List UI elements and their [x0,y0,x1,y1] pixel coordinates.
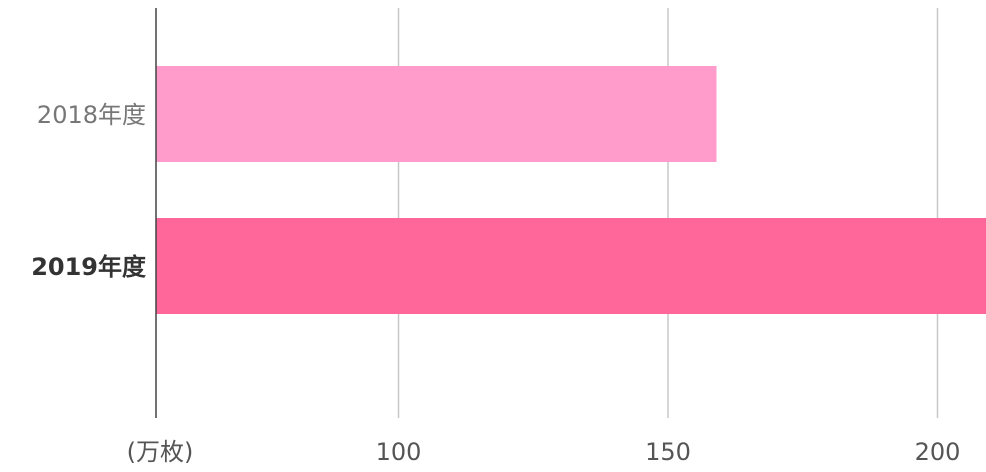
bar-1 [156,218,986,314]
x-tick-label: 150 [645,438,691,466]
unit-label: (万枚) [127,438,194,466]
bars [156,66,986,314]
x-tick-label: 200 [915,438,961,466]
x-tick-labels: 100 150 200 [376,438,961,466]
category-label: 2018年度 [37,101,146,129]
category-labels: 2018年度 2019年度 [31,101,147,281]
x-tick-label: 100 [376,438,422,466]
category-label: 2019年度 [31,253,147,281]
bar-0 [156,66,717,162]
